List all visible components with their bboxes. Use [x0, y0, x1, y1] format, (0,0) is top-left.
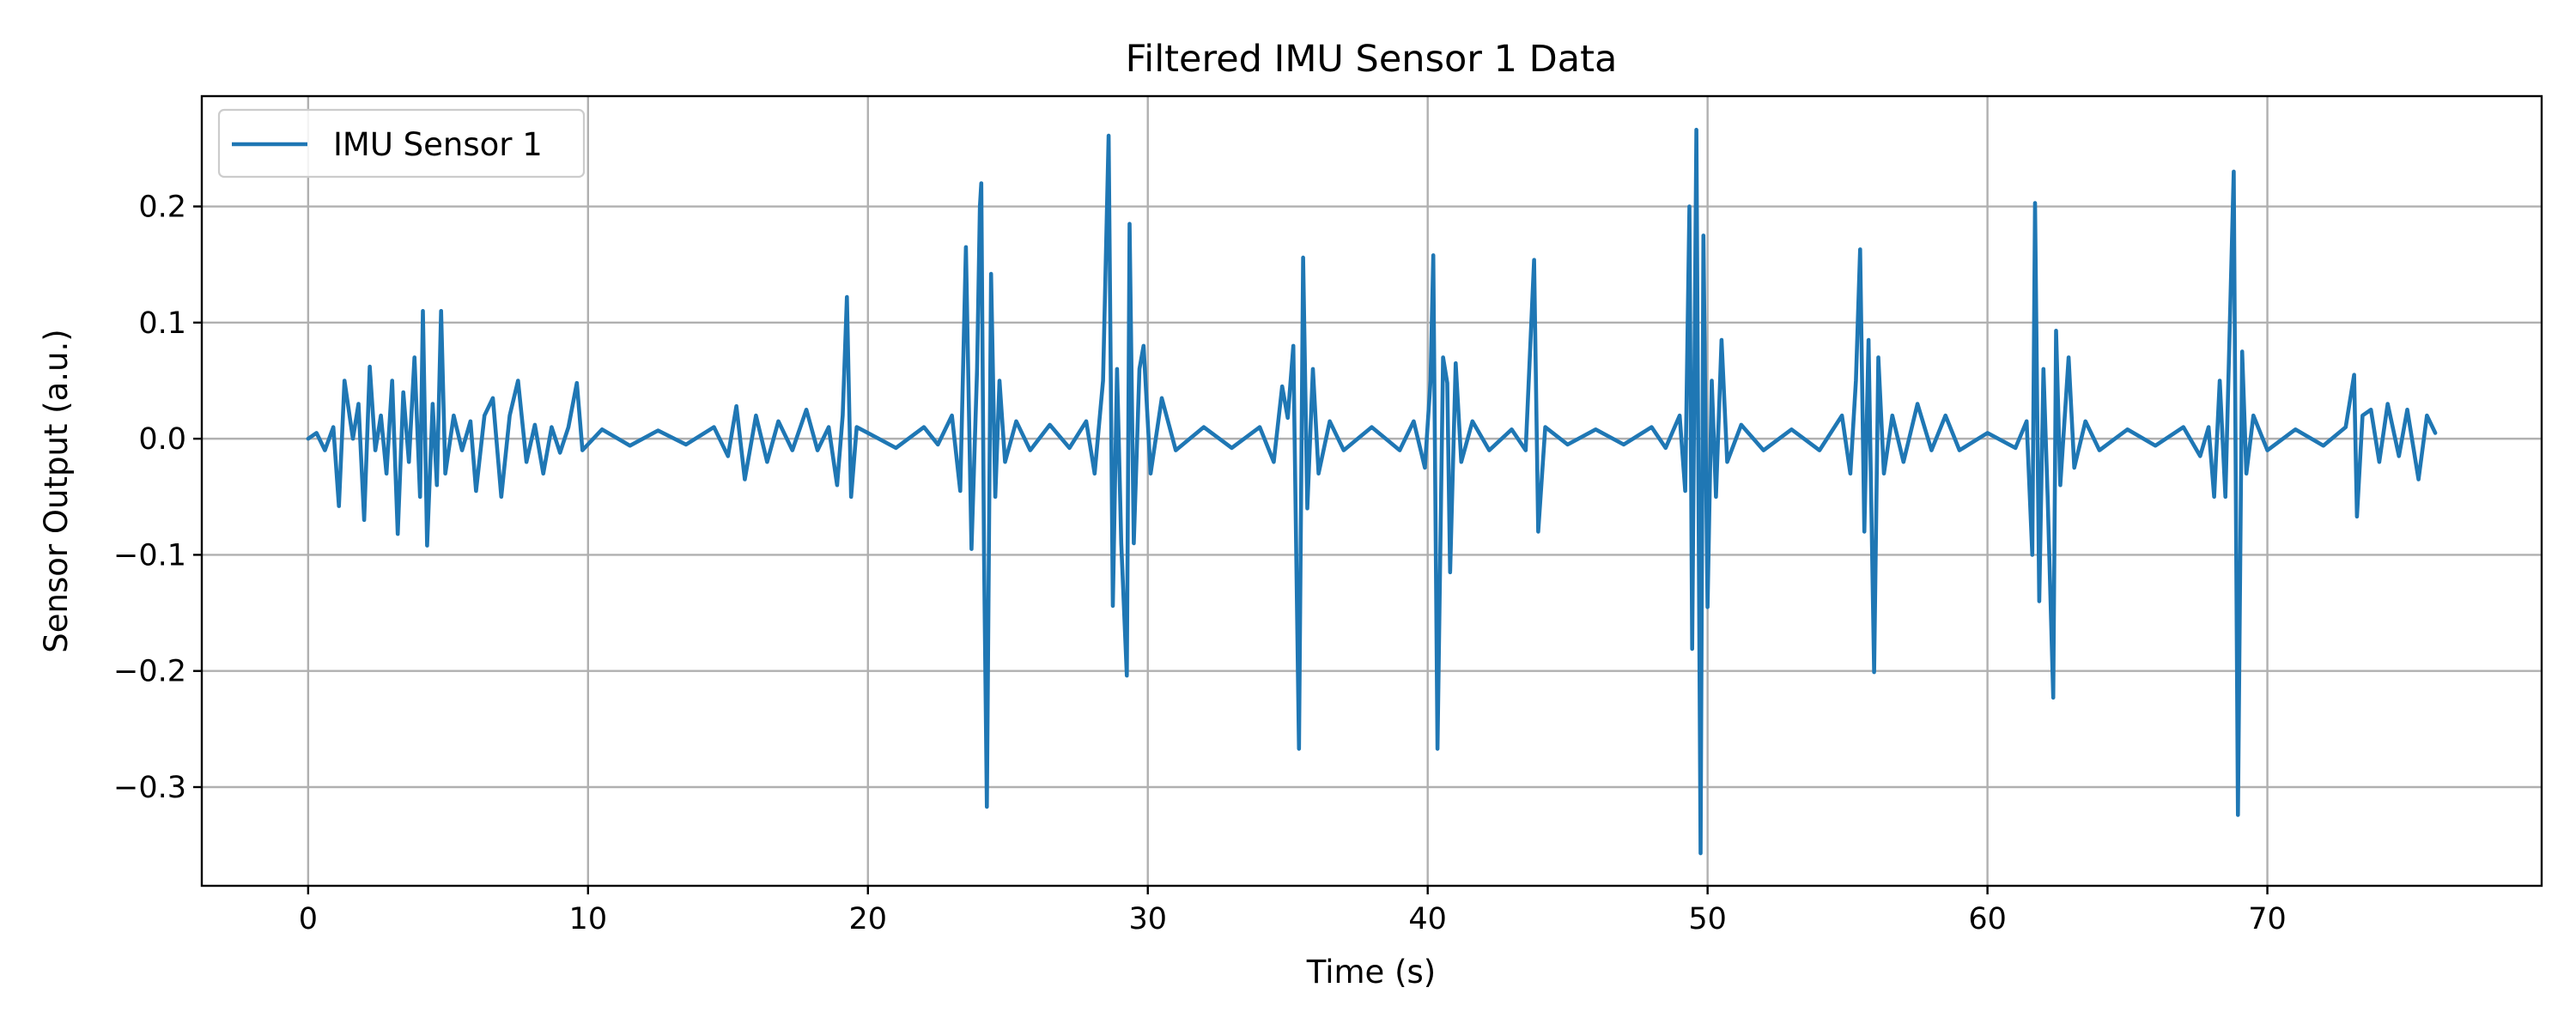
y-tick-label: −0.2: [113, 655, 186, 689]
x-tick-label: 10: [569, 902, 608, 936]
legend-box: [217, 108, 586, 179]
y-tick-label: 0.2: [138, 191, 186, 225]
x-tick-label: 0: [299, 902, 318, 936]
x-axis-title: Time (s): [1306, 954, 1436, 991]
axes-frame: [200, 94, 2543, 888]
y-axis-title: Sensor Output (a.u.): [38, 329, 75, 652]
series-line-imu-sensor-1: [306, 127, 2438, 856]
y-tick-label: 0.0: [138, 422, 186, 457]
y-tick-label: −0.3: [113, 771, 186, 805]
x-tick-label: 30: [1128, 902, 1167, 936]
y-tick-label: −0.1: [113, 538, 186, 573]
x-tick-label: 40: [1408, 902, 1447, 936]
chart-title: Filtered IMU Sensor 1 Data: [1126, 38, 1618, 81]
x-tick-label: 60: [1968, 902, 2007, 936]
tick-layer: 0 10 20 30 40 50 60 70 0.2 0.1 0.0 −0.1 −0.2 −0.3: [113, 191, 2287, 936]
x-tick-label: 20: [849, 902, 888, 936]
legend: IMU Sensor 1: [217, 108, 586, 179]
series-layer: [306, 127, 2438, 856]
y-tick-label: 0.1: [138, 306, 186, 341]
x-tick-label: 70: [2248, 902, 2287, 936]
x-tick-label: 50: [1688, 902, 1727, 936]
legend-label-imu-sensor-1: IMU Sensor 1: [333, 126, 543, 163]
